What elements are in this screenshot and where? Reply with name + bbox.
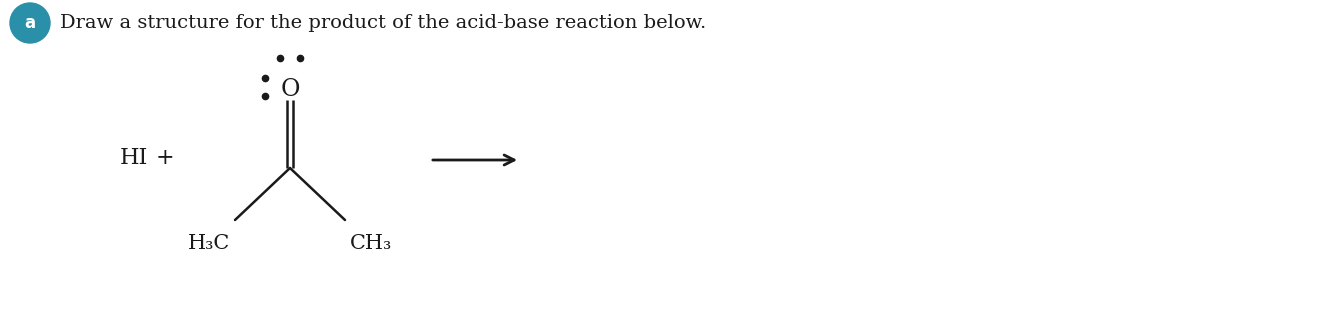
Text: CH₃: CH₃	[350, 234, 392, 253]
Text: O: O	[280, 78, 299, 101]
Text: +: +	[156, 147, 174, 169]
Circle shape	[9, 3, 50, 43]
Text: HI: HI	[119, 147, 149, 169]
Text: H₃C: H₃C	[188, 234, 229, 253]
Text: a: a	[24, 14, 35, 32]
Text: Draw a structure for the product of the acid-base reaction below.: Draw a structure for the product of the …	[60, 14, 706, 32]
